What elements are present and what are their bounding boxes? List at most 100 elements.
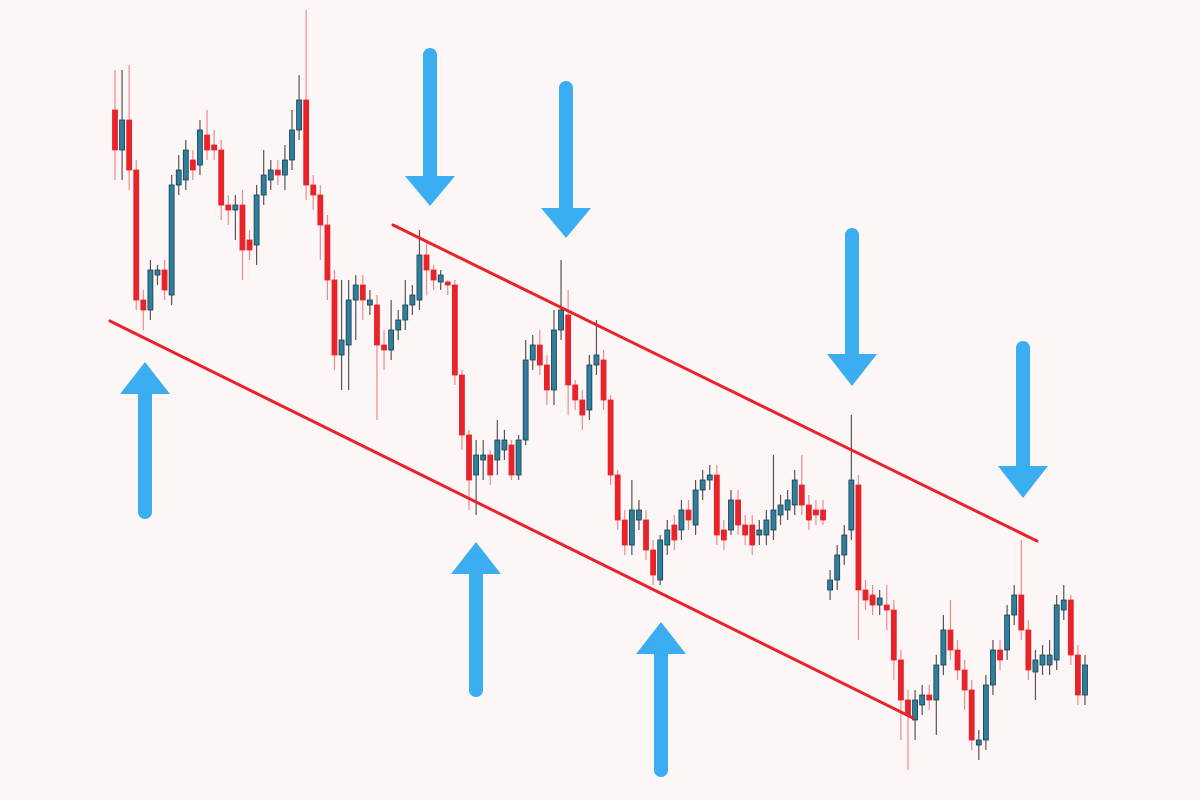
candle-body bbox=[267, 169, 274, 181]
candle-body bbox=[947, 629, 954, 651]
candle-body bbox=[763, 519, 770, 536]
candle-body bbox=[402, 304, 409, 321]
candle-body bbox=[232, 204, 239, 211]
candle-body bbox=[912, 699, 918, 721]
candle-body bbox=[480, 454, 487, 461]
candle-body bbox=[430, 269, 437, 281]
candle-body bbox=[975, 739, 982, 746]
candle-body bbox=[381, 344, 387, 351]
arrows bbox=[120, 48, 1048, 777]
candle-body bbox=[728, 499, 734, 531]
candle-body bbox=[112, 109, 118, 151]
candle-body bbox=[437, 274, 444, 283]
down-arrow bbox=[405, 48, 455, 206]
candle-body bbox=[933, 664, 940, 701]
candle-body bbox=[260, 174, 267, 196]
candle-body bbox=[416, 254, 423, 301]
candle-body bbox=[940, 629, 947, 666]
candle-body bbox=[664, 529, 671, 546]
candle-body bbox=[324, 224, 331, 281]
candle-body bbox=[883, 604, 890, 611]
candle-body bbox=[182, 149, 189, 181]
candle-body bbox=[473, 454, 479, 476]
candle-body bbox=[890, 609, 897, 661]
candle-body bbox=[459, 374, 465, 436]
candle-body bbox=[359, 284, 366, 301]
candle-body bbox=[175, 169, 182, 186]
candle-body bbox=[296, 99, 302, 131]
candle-body bbox=[395, 319, 402, 331]
candle-body bbox=[954, 649, 961, 671]
candle-body bbox=[168, 184, 175, 296]
candle-body bbox=[699, 479, 706, 491]
candle-body bbox=[997, 649, 1003, 661]
candle-body bbox=[246, 239, 253, 251]
candle-body bbox=[317, 194, 324, 226]
candle-body bbox=[147, 269, 154, 311]
candle-body bbox=[770, 509, 777, 531]
candle-body bbox=[515, 439, 522, 476]
candle-body bbox=[1011, 594, 1018, 616]
candle-body bbox=[225, 204, 232, 211]
candle-body bbox=[466, 434, 472, 481]
candle-body bbox=[409, 294, 416, 306]
candle-body bbox=[1046, 654, 1053, 666]
candle-body bbox=[982, 684, 989, 741]
candle-body bbox=[303, 99, 310, 186]
candle-body bbox=[1060, 599, 1067, 611]
candle-body bbox=[274, 169, 281, 176]
candle-body bbox=[543, 364, 550, 391]
candle-body bbox=[1053, 604, 1060, 661]
candle-body bbox=[805, 504, 812, 521]
candle-body bbox=[218, 149, 225, 206]
candle-body bbox=[848, 479, 855, 531]
candle-body bbox=[898, 659, 904, 701]
candle-body bbox=[586, 364, 593, 411]
candle-body bbox=[1039, 654, 1046, 666]
candle-body bbox=[1025, 629, 1032, 671]
candle-body bbox=[721, 529, 727, 541]
candle-body bbox=[522, 359, 529, 441]
candle-body bbox=[501, 439, 508, 451]
candle-body bbox=[572, 384, 579, 401]
candle-body bbox=[756, 529, 763, 536]
candle-body bbox=[614, 474, 621, 521]
candle-body bbox=[798, 484, 805, 506]
candle-body bbox=[1082, 664, 1088, 696]
candle-body bbox=[508, 444, 515, 476]
candle-body bbox=[161, 269, 168, 291]
down-arrow bbox=[541, 81, 591, 238]
candle-body bbox=[352, 284, 359, 301]
candle-body bbox=[926, 694, 933, 701]
candle-body bbox=[239, 204, 246, 251]
candle-body bbox=[444, 281, 451, 286]
candle-body bbox=[366, 299, 373, 306]
candle-body bbox=[253, 194, 260, 246]
candle-body bbox=[855, 484, 862, 591]
candle-body bbox=[289, 129, 295, 161]
candle-body bbox=[990, 649, 996, 686]
candle-body bbox=[657, 539, 664, 581]
candle-body bbox=[282, 159, 288, 176]
candle-body bbox=[961, 669, 968, 691]
candle-body bbox=[204, 134, 210, 151]
candle-body bbox=[197, 129, 203, 166]
candle-body bbox=[777, 504, 784, 516]
candle-body bbox=[643, 519, 649, 551]
candle-body bbox=[189, 159, 196, 171]
candle-body bbox=[593, 354, 600, 366]
candle-body bbox=[494, 439, 501, 461]
candle-body bbox=[126, 119, 133, 171]
candle-body bbox=[621, 519, 628, 546]
candle-body bbox=[451, 284, 458, 376]
candle-body bbox=[905, 699, 911, 716]
candle-body bbox=[628, 509, 635, 546]
candle-body bbox=[310, 184, 317, 196]
candle-body bbox=[579, 399, 586, 416]
candle-body bbox=[1075, 654, 1081, 696]
candle-body bbox=[388, 329, 395, 351]
candle-body bbox=[338, 339, 345, 356]
candle-body bbox=[1004, 614, 1011, 651]
candle-body bbox=[919, 694, 926, 706]
upper-channel-line bbox=[391, 223, 1039, 543]
